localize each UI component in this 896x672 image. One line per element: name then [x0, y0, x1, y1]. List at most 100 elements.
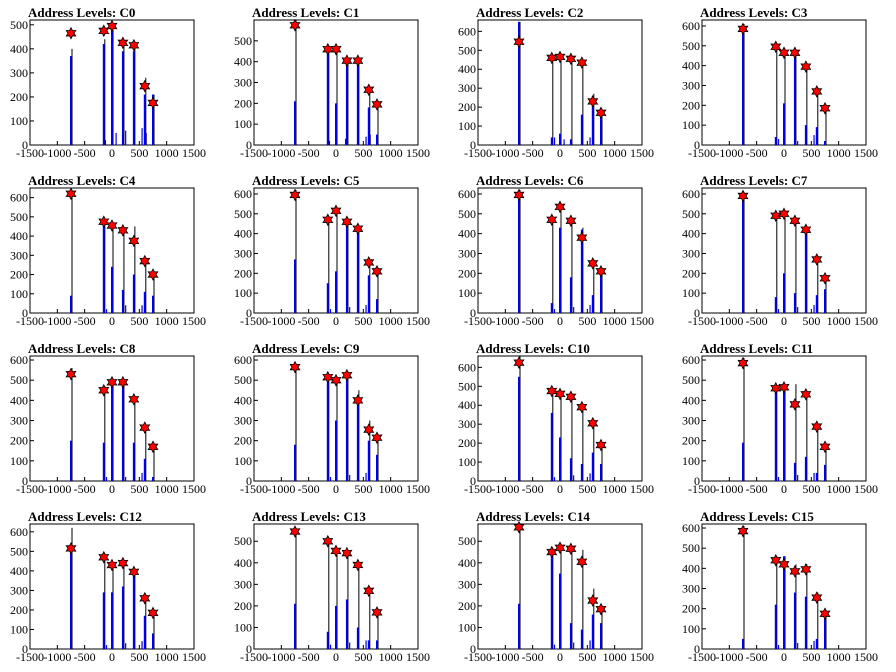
- x-tick-label: 1000: [827, 146, 851, 160]
- star-marker: [778, 380, 790, 394]
- chart-plot: 0 100 200 300 400 500 -1500 -1000 -500 0 500 1000 15…: [10, 18, 206, 160]
- chart-title: Address Levels: C12: [28, 509, 142, 524]
- star-marker: [106, 19, 118, 33]
- x-tick-label: 1500: [630, 314, 654, 328]
- chart-panel: Address Levels: C11 0 100 200 300 400 500 600 -1…: [672, 336, 896, 504]
- x-tick-label: 500: [578, 146, 596, 160]
- chart-plot: 0 100 200 300 400 500 -1500 -1000 -500 0 500 1000 15…: [234, 523, 430, 664]
- x-tick-label: 1500: [406, 650, 430, 664]
- chart-title: Address Levels: C14: [476, 509, 590, 524]
- chart-plot: 0 100 200 300 400 500 600 -1500 -1000 -500 0 500 100…: [458, 19, 654, 160]
- x-tick-label: 1000: [155, 146, 179, 160]
- y-tick-label: 200: [682, 98, 700, 112]
- star-marker: [770, 553, 782, 567]
- star-marker: [800, 223, 812, 237]
- star-marker: [289, 525, 301, 538]
- star-marker: [363, 256, 375, 269]
- x-tick-label: -1000: [43, 482, 71, 496]
- star-marker: [513, 35, 525, 49]
- chart-panel: Address Levels: C7 0 100 200 300 400 500 600 -15…: [672, 168, 896, 336]
- y-tick-label: 0: [22, 138, 28, 152]
- star-marker: [587, 594, 599, 607]
- star-marker: [737, 356, 749, 370]
- x-tick-label: -1000: [267, 482, 295, 496]
- y-tick-label: 400: [10, 42, 28, 56]
- star-marker: [819, 607, 831, 621]
- x-tick-label: 1000: [379, 314, 403, 328]
- x-tick-label: -1500: [688, 482, 716, 496]
- x-tick-label: 500: [802, 146, 820, 160]
- star-marker: [819, 440, 831, 454]
- chart-panel: Address Levels: C0 0 100 200 300 400 500 -1500-…: [0, 0, 224, 168]
- star-marker: [322, 42, 334, 56]
- y-tick-label: 200: [234, 434, 252, 448]
- chart-plot: 0 100 200 300 400 500 -1500 -1000 -500 0 500 1000 15…: [458, 520, 654, 664]
- x-tick-label: -500: [74, 482, 96, 496]
- x-tick-label: -500: [298, 650, 320, 664]
- chart-panel: Address Levels: C10 0 100 200 300 400 500 600 -1…: [448, 336, 672, 504]
- x-tick-label: 0: [109, 650, 115, 664]
- star-marker: [819, 101, 831, 115]
- star-marker: [778, 557, 790, 571]
- x-tick-label: -1500: [240, 650, 268, 664]
- star-marker: [98, 550, 110, 564]
- chart-plot: 0 100 200 300 400 500 600 -1500 -1000 -500 0 500 100…: [10, 523, 206, 664]
- star-marker: [341, 54, 353, 67]
- y-tick-label: 100: [682, 454, 700, 468]
- y-tick-label: 0: [694, 642, 700, 656]
- x-tick-label: 1000: [155, 314, 179, 328]
- y-tick-label: 600: [682, 19, 700, 33]
- y-tick-label: 400: [682, 59, 700, 73]
- chart-title: Address Levels: C2: [476, 5, 584, 20]
- chart-panel: Address Levels: C12 0 100 200 300 400 500 600 -1…: [0, 504, 224, 672]
- x-tick-label: -500: [522, 146, 544, 160]
- star-marker: [595, 106, 607, 120]
- y-tick-label: 300: [234, 76, 252, 90]
- y-tick-label: 200: [234, 599, 252, 613]
- star-marker: [106, 219, 118, 232]
- star-marker: [330, 42, 342, 56]
- x-tick-label: 0: [109, 482, 115, 496]
- star-marker: [65, 187, 77, 201]
- y-tick-label: 600: [234, 187, 252, 201]
- x-tick-label: -500: [746, 314, 768, 328]
- y-tick-label: 300: [682, 414, 700, 428]
- star-marker: [117, 36, 129, 50]
- x-tick-label: -500: [74, 146, 96, 160]
- x-tick-label: -1000: [267, 314, 295, 328]
- x-tick-label: -1000: [715, 650, 743, 664]
- x-tick-label: 1500: [854, 650, 878, 664]
- x-tick-label: -1000: [715, 314, 743, 328]
- x-tick-label: 1000: [155, 650, 179, 664]
- star-marker: [371, 606, 383, 619]
- x-tick-label: 0: [557, 146, 563, 160]
- star-marker: [341, 368, 353, 382]
- star-marker: [587, 416, 599, 430]
- y-tick-label: 400: [234, 393, 252, 407]
- star-marker: [737, 524, 749, 538]
- star-marker: [147, 268, 159, 281]
- x-tick-label: -1500: [688, 146, 716, 160]
- star-marker: [595, 438, 607, 452]
- y-tick-label: 200: [682, 434, 700, 448]
- star-marker: [363, 423, 375, 436]
- star-marker: [117, 375, 129, 389]
- star-marker: [587, 95, 599, 108]
- y-tick-label: 600: [10, 353, 28, 367]
- star-marker: [98, 383, 110, 397]
- x-tick-label: 0: [109, 146, 115, 160]
- star-marker: [363, 584, 375, 598]
- y-tick-label: 500: [10, 210, 28, 224]
- y-tick-label: 500: [10, 544, 28, 558]
- y-tick-label: 300: [682, 246, 700, 260]
- x-tick-label: -1000: [43, 146, 71, 160]
- x-tick-label: 1500: [854, 314, 878, 328]
- y-tick-label: 400: [458, 556, 476, 570]
- y-tick-label: 100: [682, 622, 700, 636]
- y-tick-label: 100: [10, 114, 28, 128]
- x-tick-label: -1500: [240, 314, 268, 328]
- chart-title: Address Levels: C10: [476, 341, 590, 356]
- star-marker: [800, 60, 812, 73]
- y-tick-label: 200: [234, 96, 252, 110]
- x-tick-label: -1000: [43, 314, 71, 328]
